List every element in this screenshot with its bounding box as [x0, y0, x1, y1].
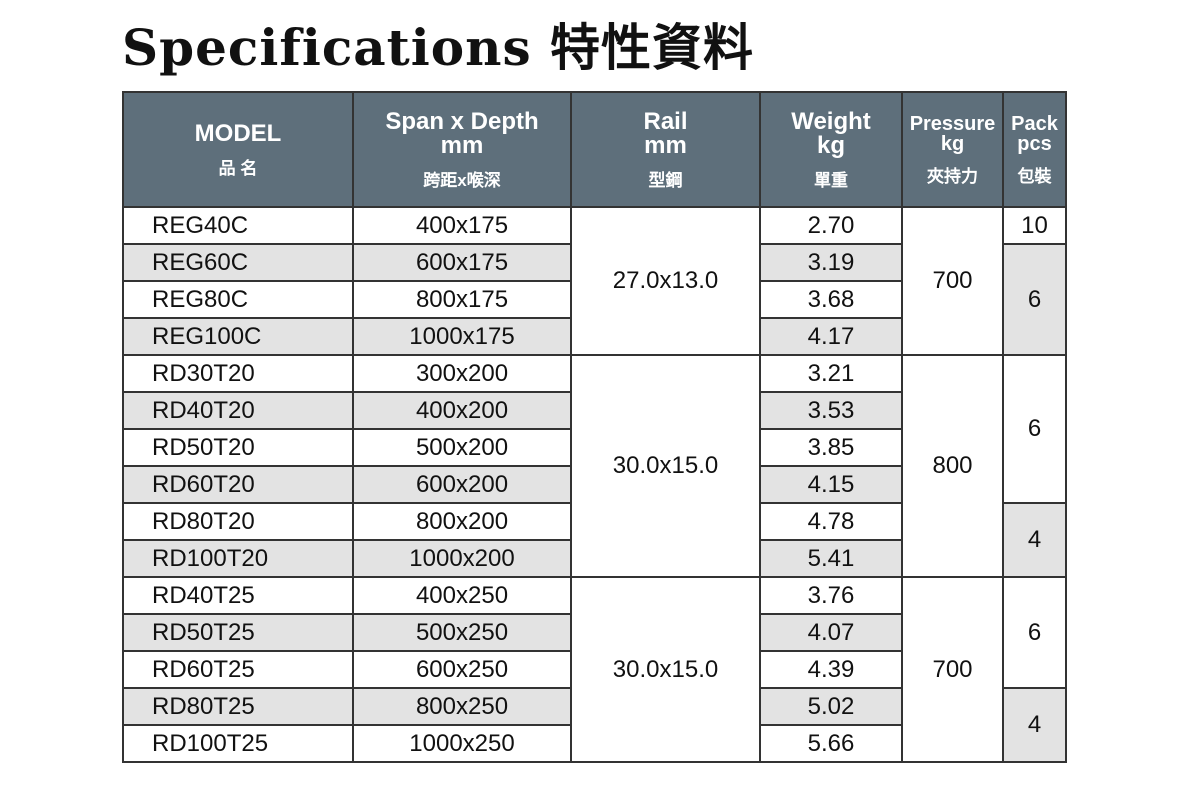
model-cell: RD50T25 [122, 613, 354, 652]
header-label-zh: 包裝 [1017, 167, 1052, 186]
header-label-en: Pressure [909, 113, 996, 135]
pressure-cell: 700 [901, 206, 1004, 356]
header-label-zh: 夾持力 [927, 167, 978, 186]
model-cell: RD80T25 [122, 687, 354, 726]
header-label-en: kg [940, 133, 965, 155]
model-cell: REG80C [122, 280, 354, 319]
span-depth-cell: 400x250 [352, 576, 572, 615]
column-header-rail: Rail mm 型鋼 [570, 91, 761, 208]
span-depth-cell: 1000x175 [352, 317, 572, 356]
pack-cell: 6 [1002, 576, 1067, 689]
model-cell: RD60T25 [122, 650, 354, 689]
weight-cell: 3.85 [759, 428, 903, 467]
table-row: RD100T20 1000x200 5.41 [122, 539, 1066, 578]
table-row: REG60C 600x175 3.19 6 [122, 243, 1067, 356]
table-row: RD80T25 800x250 5.02 4 [122, 687, 1067, 763]
model-cell: REG40C [122, 206, 354, 245]
pressure-cell: 700 [901, 576, 1004, 763]
table-row: RD30T20 300x200 30.0x15.0 3.21 800 6 [122, 354, 1067, 578]
header-label-zh: 品 名 [218, 159, 258, 178]
header-label-en: Span x Depth [385, 108, 539, 135]
column-header-pack: Pack pcs 包裝 [1002, 91, 1067, 208]
weight-cell: 3.68 [759, 280, 903, 319]
weight-cell: 5.66 [759, 724, 903, 763]
span-depth-cell: 800x250 [352, 687, 572, 726]
model-cell: RD100T20 [122, 539, 354, 578]
page-title: Specifications 特性資料 [122, 18, 755, 77]
specifications-table: MODEL 品 名 Span x Depth mm 跨距x喉深 Rail mm 型鋼 Weigh… [122, 91, 1067, 763]
span-depth-cell: 400x175 [352, 206, 572, 245]
pack-cell: 10 [1002, 206, 1067, 245]
weight-cell: 4.78 [759, 502, 903, 541]
table-row: RD80T20 800x200 4.78 4 [122, 502, 1067, 578]
span-depth-cell: 600x250 [352, 650, 572, 689]
model-cell: RD80T20 [122, 502, 354, 541]
weight-cell: 4.07 [759, 613, 903, 652]
column-header-pressure: Pressure kg 夾持力 [901, 91, 1004, 208]
column-header-weight: Weight kg 單重 [759, 91, 903, 208]
header-label-zh: 單重 [814, 171, 848, 190]
header-label-en: MODEL [194, 120, 282, 147]
model-cell: RD100T25 [122, 724, 354, 763]
header-label-en: Pack [1011, 113, 1058, 135]
span-depth-cell: 500x200 [352, 428, 572, 467]
table-header-row: MODEL 品 名 Span x Depth mm 跨距x喉深 Rail mm 型鋼 Weigh… [122, 91, 1067, 208]
weight-cell: 2.70 [759, 206, 903, 245]
span-depth-cell: 600x200 [352, 465, 572, 504]
header-label-zh: 跨距x喉深 [423, 171, 501, 190]
model-cell: RD40T25 [122, 576, 354, 615]
pack-cell: 6 [1002, 243, 1067, 356]
weight-cell: 3.21 [759, 354, 903, 393]
header-label-en: pcs [1017, 133, 1052, 155]
pressure-cell: 800 [901, 354, 1004, 578]
rail-cell: 27.0x13.0 [570, 206, 761, 356]
model-cell: REG100C [122, 317, 354, 356]
span-depth-cell: 500x250 [352, 613, 572, 652]
table-row: RD60T20 600x200 4.15 [122, 465, 1066, 504]
span-depth-cell: 400x200 [352, 391, 572, 430]
span-depth-cell: 800x200 [352, 502, 572, 541]
model-cell: REG60C [122, 243, 354, 282]
table-row: RD50T20 500x200 3.85 [122, 428, 1066, 467]
span-depth-cell: 600x175 [352, 243, 572, 282]
column-header-span-depth: Span x Depth mm 跨距x喉深 [352, 91, 572, 208]
header-label-en: mm [440, 132, 484, 159]
weight-cell: 4.17 [759, 317, 903, 356]
header-label-zh: 型鋼 [648, 171, 683, 190]
column-header-model: MODEL 品 名 [122, 91, 354, 208]
table-row: REG80C 800x175 3.68 [122, 280, 1066, 319]
weight-cell: 3.19 [759, 243, 903, 282]
model-cell: RD40T20 [122, 391, 354, 430]
pack-cell: 4 [1002, 502, 1067, 578]
span-depth-cell: 300x200 [352, 354, 572, 393]
weight-cell: 5.02 [759, 687, 903, 726]
weight-cell: 5.41 [759, 539, 903, 578]
model-cell: RD60T20 [122, 465, 354, 504]
table-row: RD100T25 1000x250 5.66 [122, 724, 1066, 763]
header-label-en: Rail [643, 108, 688, 135]
table-row: REG40C 400x175 27.0x13.0 2.70 700 10 [122, 206, 1067, 356]
rail-cell: 30.0x15.0 [570, 354, 761, 578]
span-depth-cell: 1000x250 [352, 724, 572, 763]
model-cell: RD30T20 [122, 354, 354, 393]
header-label-en: mm [644, 132, 687, 159]
header-label-en: kg [816, 132, 845, 159]
weight-cell: 3.76 [759, 576, 903, 615]
weight-cell: 4.39 [759, 650, 903, 689]
span-depth-cell: 1000x200 [352, 539, 572, 578]
weight-cell: 3.53 [759, 391, 903, 430]
table-row: RD40T20 400x200 3.53 [122, 391, 1066, 430]
table-row: REG100C 1000x175 4.17 [122, 317, 1066, 356]
pack-cell: 6 [1002, 354, 1067, 504]
rail-cell: 30.0x15.0 [570, 576, 761, 763]
table-row: RD60T25 600x250 4.39 [122, 650, 1066, 689]
weight-cell: 4.15 [759, 465, 903, 504]
table-row: RD40T25 400x250 30.0x15.0 3.76 700 6 [122, 576, 1067, 763]
pack-cell: 4 [1002, 687, 1067, 763]
model-cell: RD50T20 [122, 428, 354, 467]
table-row: RD50T25 500x250 4.07 [122, 613, 1066, 652]
span-depth-cell: 800x175 [352, 280, 572, 319]
header-label-en: Weight [791, 108, 871, 135]
